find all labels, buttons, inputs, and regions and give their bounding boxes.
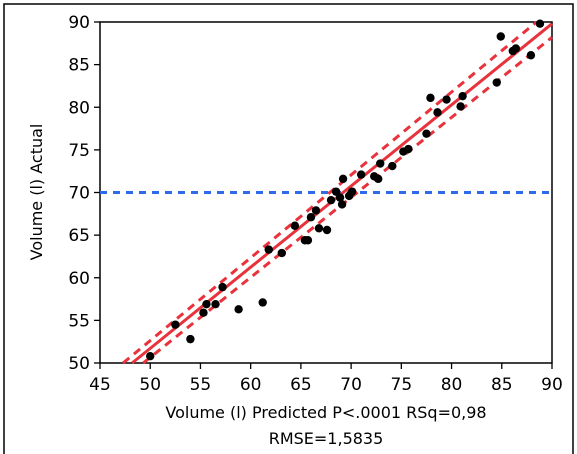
data-point [404, 144, 413, 154]
y-tick-label: 65 [68, 226, 90, 246]
outer-frame [3, 3, 574, 454]
x-tick-label: 50 [139, 375, 161, 395]
data-point [347, 187, 357, 196]
x-tick-label: 85 [491, 375, 513, 395]
data-point [433, 108, 442, 117]
data-point [202, 299, 211, 309]
data-point [211, 299, 220, 309]
data-point [374, 174, 383, 184]
x-axis-title: Volume (l) Predicted P<.0001 RSq=0,98 [165, 403, 486, 422]
data-point [442, 95, 451, 104]
data-point [426, 93, 435, 103]
data-point [264, 245, 273, 254]
lower-confidence-line [142, 36, 553, 365]
data-point [314, 224, 324, 233]
data-point [535, 19, 545, 28]
x-tick-label: 70 [340, 375, 362, 395]
data-point [331, 187, 341, 196]
chart-caption: RMSE=1,5835 [269, 429, 384, 448]
x-tick-label: 75 [391, 375, 413, 395]
data-point [422, 129, 431, 138]
data-point [526, 51, 536, 60]
y-tick-label: 70 [68, 184, 90, 204]
y-tick-label: 90 [68, 13, 90, 33]
data-point [326, 195, 336, 205]
data-point [458, 91, 467, 101]
data-point [199, 308, 208, 317]
y-tick-label: 85 [68, 56, 90, 76]
upper-confidence-line [122, 20, 538, 365]
data-point [456, 102, 465, 111]
x-tick-label: 45 [89, 375, 111, 395]
points-layer [146, 19, 545, 361]
data-point [511, 44, 521, 53]
data-point [492, 78, 501, 87]
data-point [306, 213, 316, 222]
data-point [290, 221, 300, 230]
data-point [234, 305, 243, 314]
data-point [496, 32, 505, 41]
x-tick-label: 80 [441, 375, 463, 395]
y-tick-label: 60 [68, 269, 90, 289]
data-point [356, 170, 366, 179]
y-axis-title: Volume (l) Actual [27, 124, 46, 261]
data-point [186, 334, 195, 344]
data-point [322, 225, 332, 235]
x-tick-label: 90 [541, 375, 563, 395]
data-point [376, 159, 385, 168]
y-tick-label: 80 [68, 98, 90, 118]
x-axis: 45 50 55 60 65 70 75 80 85 90 [89, 363, 563, 395]
x-tick-label: 60 [240, 375, 262, 395]
data-point [335, 193, 345, 202]
confidence-band-layer [122, 20, 553, 365]
data-point [337, 200, 347, 209]
data-point [218, 282, 227, 292]
x-tick-label: 65 [290, 375, 312, 395]
data-point [303, 236, 313, 245]
data-point [258, 298, 267, 307]
data-point [311, 206, 321, 215]
data-point [338, 174, 348, 184]
data-point [388, 161, 397, 171]
data-point [277, 248, 287, 258]
fit-line [131, 22, 553, 365]
y-tick-label: 75 [68, 141, 90, 161]
y-tick-label: 50 [68, 354, 90, 374]
x-tick-label: 55 [190, 375, 212, 395]
data-point [146, 351, 155, 361]
y-axis: 50 55 60 65 70 75 80 85 90 [68, 13, 100, 374]
y-tick-label: 55 [68, 311, 90, 331]
fit-line-layer [131, 22, 553, 365]
data-point [171, 320, 180, 329]
